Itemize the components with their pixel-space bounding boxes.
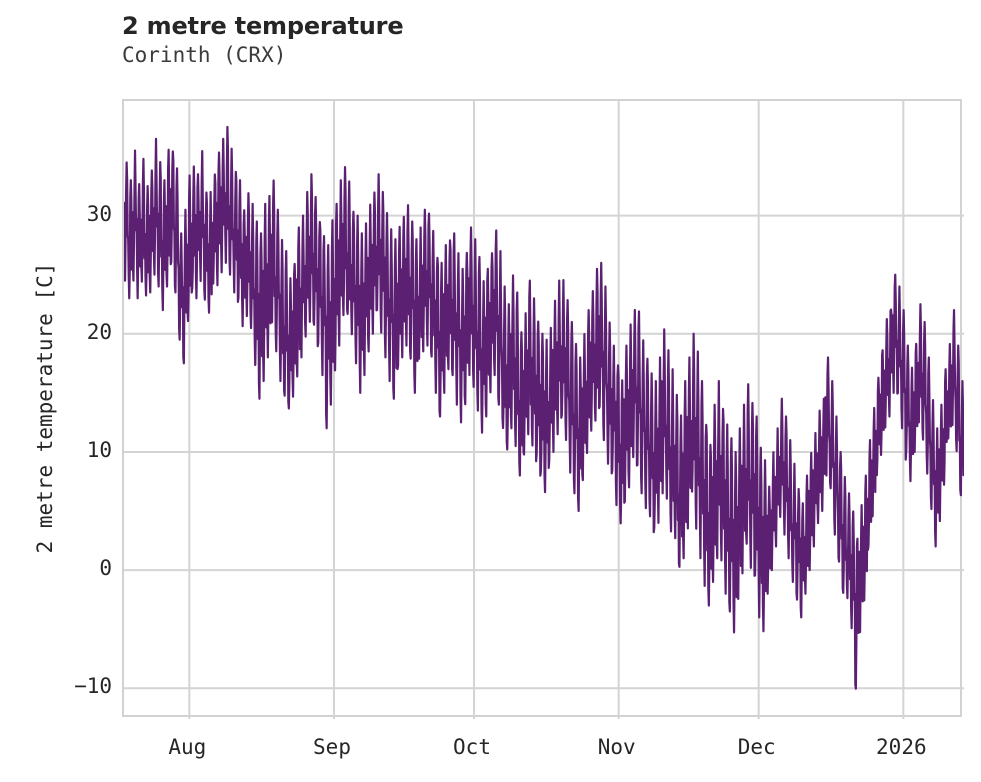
x-tick-label: Oct [453,735,491,759]
series-path-2-metre-temperature [124,125,964,690]
x-tick-label: Nov [597,735,636,759]
y-tick-label: 20 [86,319,112,344]
chart-title: 2 metre temperature [122,12,404,40]
y-tick-label: −10 [74,674,112,699]
temperature-series-line [124,125,964,690]
chart-subtitle: Corinth (CRX) [122,43,287,67]
y-tick-label: 0 [99,556,112,581]
x-tick-label: 2026 [876,735,927,759]
title-block: 2 metre temperature Corinth (CRX) [122,12,822,68]
x-tick-label: Aug [168,735,207,759]
y-tick-label: 30 [86,201,112,226]
y-axis-tick-labels: 30 20 10 0 −10 [0,0,112,782]
plot-area [122,99,964,719]
x-tick-label: Dec [737,735,776,759]
x-tick-label: Sep [313,735,351,759]
plot-svg [124,101,964,719]
y-tick-label: 10 [86,437,112,462]
